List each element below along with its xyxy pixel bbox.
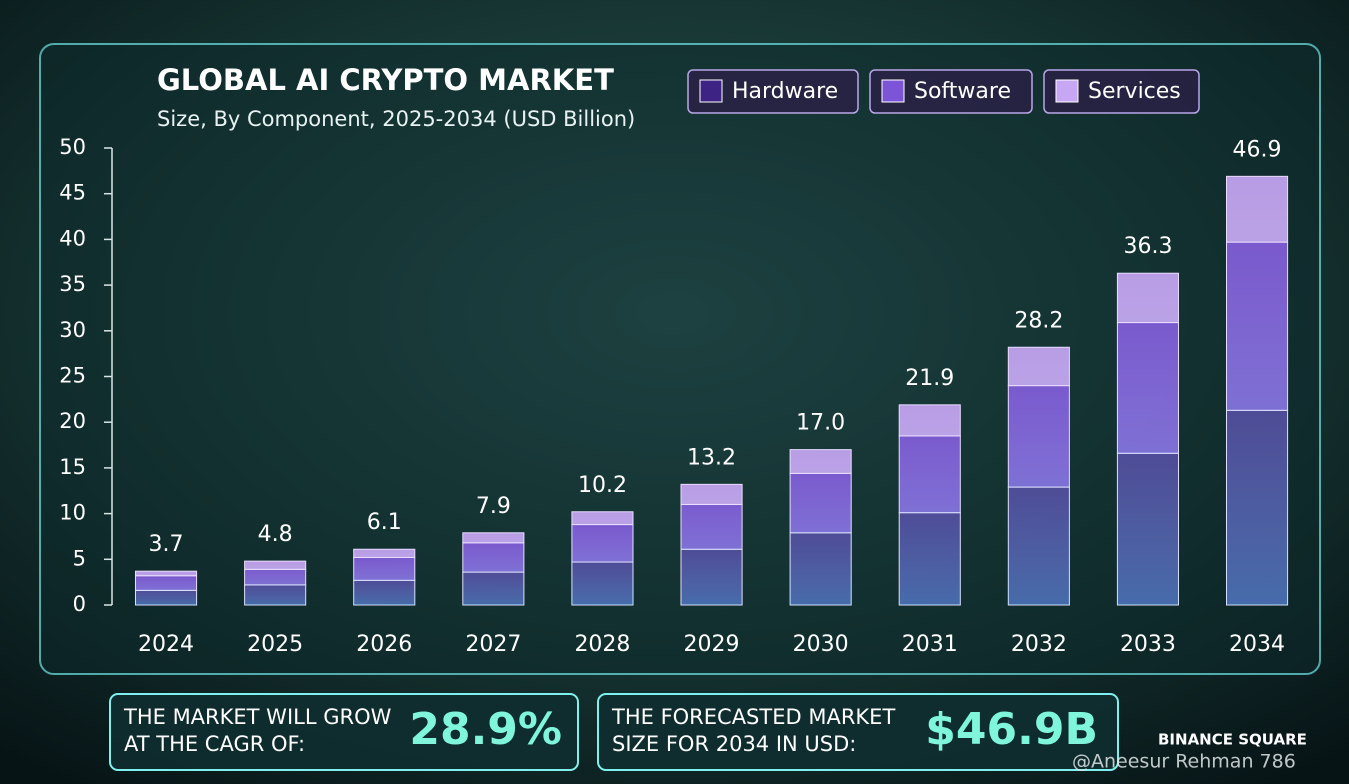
bar-glow (1008, 347, 1070, 605)
y-tick-label: 0 (73, 592, 86, 616)
x-tick-label: 2034 (1229, 632, 1285, 657)
chart-subtitle: Size, By Component, 2025-2034 (USD Billi… (157, 107, 635, 131)
total-label: 17.0 (796, 411, 845, 436)
y-tick-label: 15 (59, 455, 86, 479)
callouts: THE MARKET WILL GROW AT THE CAGR OF: 28.9%… (109, 693, 1119, 771)
legend-box (687, 69, 859, 114)
bar-glow (244, 561, 306, 605)
y-tick-label: 20 (59, 409, 86, 433)
callout-value: 28.9% (409, 704, 562, 755)
legend-swatch (1055, 79, 1079, 103)
callout-text: SIZE FOR 2034 IN USD: (612, 732, 856, 756)
watermark-brand: BINANCE SQUARE (1158, 731, 1307, 749)
callout-text: THE FORECASTED MARKET (611, 705, 895, 729)
legend-label: Services (1088, 79, 1181, 104)
x-tick-label: 2033 (1120, 632, 1176, 657)
bar-glow (571, 511, 633, 605)
total-label: 4.8 (258, 522, 293, 547)
y-tick-label: 40 (59, 226, 86, 250)
y-tick-label: 25 (59, 364, 86, 388)
bar-glow (681, 484, 743, 605)
y-tick-label: 5 (73, 546, 86, 570)
callout-box (109, 693, 579, 771)
total-label: 10.2 (578, 473, 627, 498)
total-label: 21.9 (905, 366, 954, 391)
plot: 051015202530354045503.720244.820256.1202… (59, 135, 1289, 657)
callout-box (597, 693, 1119, 771)
x-tick-label: 2028 (574, 632, 630, 657)
total-label: 6.1 (367, 510, 402, 535)
total-label: 28.2 (1014, 308, 1063, 333)
bar-glow (1226, 176, 1288, 606)
bar-glow (462, 532, 524, 605)
total-label: 3.7 (149, 532, 184, 557)
y-tick-label: 10 (59, 501, 86, 525)
chart-title: GLOBAL AI CRYPTO MARKET (157, 63, 614, 97)
x-tick-label: 2024 (138, 632, 194, 657)
x-tick-label: 2027 (465, 632, 521, 657)
x-tick-label: 2031 (902, 632, 958, 657)
callout-value: $46.9B (925, 704, 1098, 755)
x-tick-label: 2032 (1011, 632, 1067, 657)
x-tick-label: 2026 (356, 632, 412, 657)
legend-box (1043, 69, 1200, 114)
legend-swatch (699, 79, 723, 103)
x-tick-label: 2025 (247, 632, 303, 657)
legend-label: Software (914, 79, 1011, 104)
legend-label: Hardware (732, 79, 838, 104)
bar-glow (1117, 273, 1179, 605)
bar-glow (353, 549, 415, 605)
legend: Hardware Software Services (687, 69, 1200, 114)
callout-text: AT THE CAGR OF: (124, 732, 305, 756)
y-tick-label: 35 (59, 272, 86, 296)
callout-text: THE MARKET WILL GROW (123, 705, 392, 729)
watermark-author: @Aneesur Rehman 786 (1072, 751, 1296, 773)
bar-glow (899, 404, 961, 605)
y-tick-label: 50 (59, 135, 86, 159)
legend-box (869, 69, 1033, 114)
legend-swatch (881, 79, 905, 103)
bar-glow (790, 449, 852, 605)
bar-glow (135, 571, 197, 605)
total-label: 46.9 (1233, 137, 1282, 162)
y-tick-label: 30 (59, 318, 86, 342)
x-tick-label: 2030 (793, 632, 849, 657)
total-label: 7.9 (476, 494, 511, 519)
chart-panel (39, 43, 1321, 675)
y-tick-label: 45 (59, 181, 86, 205)
x-tick-label: 2029 (684, 632, 740, 657)
total-label: 13.2 (687, 445, 736, 470)
total-label: 36.3 (1123, 234, 1172, 259)
